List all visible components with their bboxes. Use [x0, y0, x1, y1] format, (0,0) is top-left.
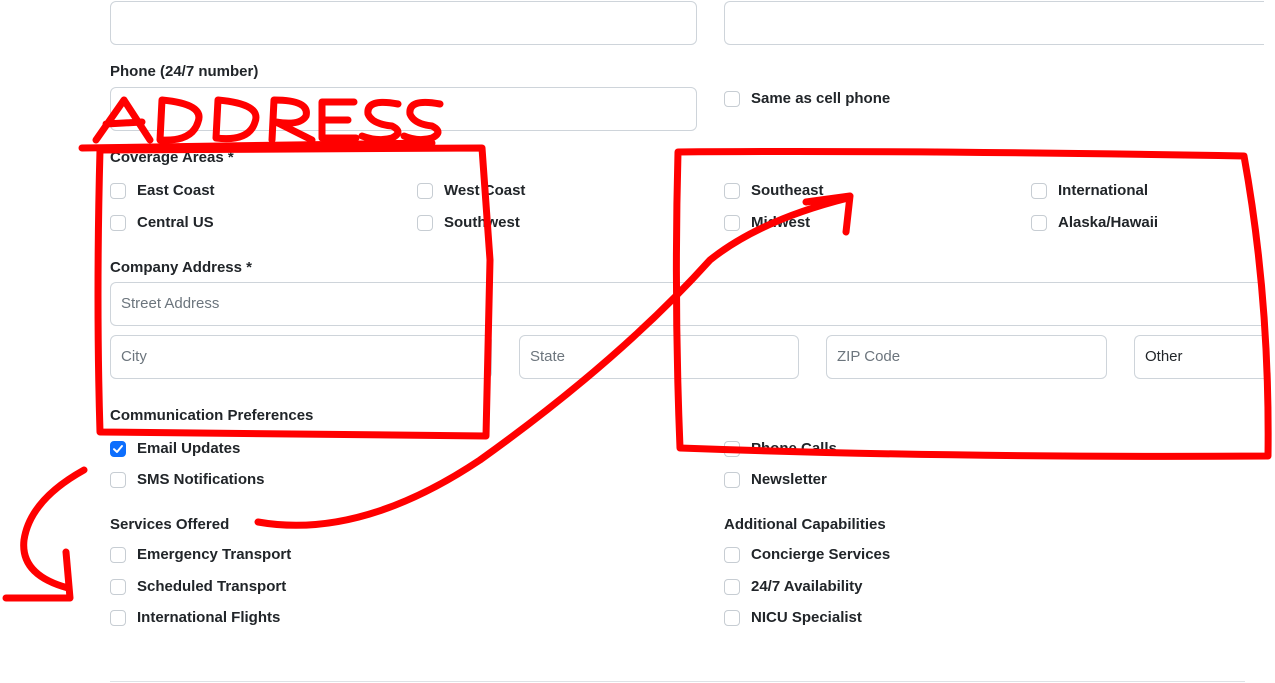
coverage-option-label: East Coast	[137, 182, 215, 199]
service-option-label: Scheduled Transport	[137, 578, 287, 595]
coverage-option-midwest[interactable]: Midwest	[724, 212, 810, 234]
state-input[interactable]: State	[519, 335, 799, 379]
checkbox-box[interactable]	[724, 610, 740, 626]
checkbox-box[interactable]	[724, 183, 740, 199]
capability-option-24-7[interactable]: 24/7 Availability	[724, 576, 862, 598]
coverage-option-alaska-hawaii[interactable]: Alaska/Hawaii	[1031, 212, 1158, 234]
city-input[interactable]: City	[110, 335, 492, 379]
checkbox-box[interactable]	[417, 215, 433, 231]
checkbox-box[interactable]	[110, 215, 126, 231]
checkbox-box[interactable]	[110, 472, 126, 488]
comm-option-phone-calls[interactable]: Phone Calls	[724, 438, 837, 460]
comm-option-label: SMS Notifications	[137, 471, 265, 488]
capability-option-nicu[interactable]: NICU Specialist	[724, 607, 862, 629]
services-offered-label: Services Offered	[110, 516, 230, 533]
service-option-international-flights[interactable]: International Flights	[110, 607, 280, 629]
comm-option-label: Email Updates	[137, 440, 241, 457]
checkbox-box[interactable]	[724, 215, 740, 231]
comm-option-label: Phone Calls	[751, 440, 837, 457]
top-left-input[interactable]	[110, 1, 697, 45]
bottom-divider	[110, 681, 1245, 682]
coverage-option-label: Southwest	[444, 214, 520, 231]
capability-option-concierge[interactable]: Concierge Services	[724, 544, 890, 566]
checkbox-box[interactable]	[110, 183, 126, 199]
top-right-input[interactable]	[724, 1, 1264, 45]
coverage-option-southeast[interactable]: Southeast	[724, 180, 824, 202]
country-select[interactable]: Other	[1134, 335, 1264, 379]
coverage-option-international[interactable]: International	[1031, 180, 1148, 202]
coverage-option-label: International	[1058, 182, 1149, 199]
capability-option-label: 24/7 Availability	[751, 578, 863, 595]
same-as-cell-label: Same as cell phone	[751, 90, 891, 107]
coverage-option-label: Midwest	[751, 214, 811, 231]
service-option-emergency-transport[interactable]: Emergency Transport	[110, 544, 291, 566]
phone-label: Phone (24/7 number)	[110, 63, 259, 80]
service-option-label: Emergency Transport	[137, 546, 292, 563]
checkbox-box[interactable]	[110, 441, 126, 457]
checkbox-box[interactable]	[1031, 183, 1047, 199]
annotation-arrow-left	[2, 466, 88, 602]
company-address-label: Company Address *	[110, 259, 252, 276]
checkbox-box[interactable]	[724, 91, 740, 107]
coverage-option-east-coast[interactable]: East Coast	[110, 180, 215, 202]
street-address-input[interactable]: Street Address	[110, 282, 1264, 326]
additional-capabilities-label: Additional Capabilities	[724, 516, 886, 533]
comm-option-label: Newsletter	[751, 471, 827, 488]
checkmark-icon	[113, 445, 123, 453]
checkbox-box[interactable]	[110, 610, 126, 626]
checkbox-box[interactable]	[724, 579, 740, 595]
checkbox-box[interactable]	[724, 547, 740, 563]
coverage-option-label: Central US	[137, 214, 214, 231]
same-as-cell-checkbox[interactable]: Same as cell phone	[724, 88, 890, 110]
checkbox-box[interactable]	[1031, 215, 1047, 231]
coverage-option-west-coast[interactable]: West Coast	[417, 180, 525, 202]
zip-code-input[interactable]: ZIP Code	[826, 335, 1107, 379]
phone-input[interactable]	[110, 87, 697, 131]
coverage-option-central-us[interactable]: Central US	[110, 212, 214, 234]
coverage-option-label: West Coast	[444, 182, 526, 199]
capability-option-label: NICU Specialist	[751, 609, 862, 626]
coverage-option-label: Alaska/Hawaii	[1058, 214, 1159, 231]
service-option-scheduled-transport[interactable]: Scheduled Transport	[110, 576, 286, 598]
checkbox-box[interactable]	[724, 472, 740, 488]
checkbox-box[interactable]	[724, 441, 740, 457]
service-option-label: International Flights	[137, 609, 281, 626]
coverage-option-label: Southeast	[751, 182, 824, 199]
checkbox-box[interactable]	[110, 547, 126, 563]
checkbox-box[interactable]	[417, 183, 433, 199]
comm-option-sms[interactable]: SMS Notifications	[110, 469, 265, 491]
communication-preferences-label: Communication Preferences	[110, 407, 314, 424]
coverage-option-southwest[interactable]: Southwest	[417, 212, 520, 234]
capability-option-label: Concierge Services	[751, 546, 891, 563]
coverage-areas-label: Coverage Areas *	[110, 149, 234, 166]
comm-option-email-updates[interactable]: Email Updates	[110, 438, 240, 460]
checkbox-box[interactable]	[110, 579, 126, 595]
comm-option-newsletter[interactable]: Newsletter	[724, 469, 827, 491]
